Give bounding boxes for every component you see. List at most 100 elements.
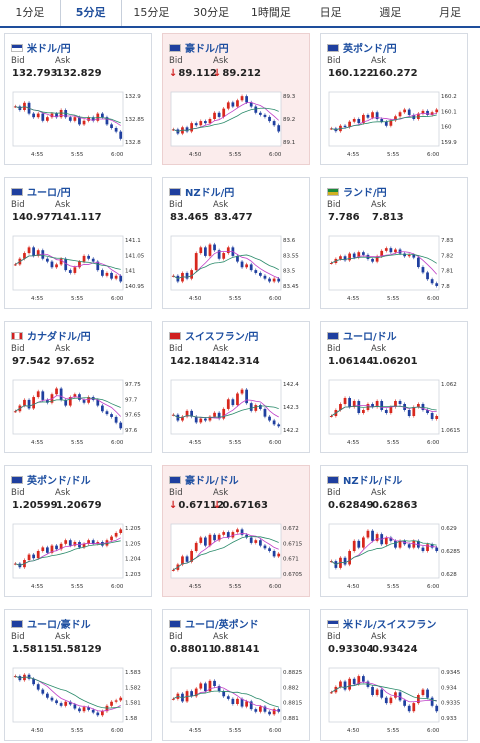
rate-card[interactable]: 米ドル/円 Bid Ask 132.793 132.829 132.9 132.8… xyxy=(4,33,152,165)
y-tick-label: 0.934 xyxy=(441,685,457,691)
candle-body xyxy=(194,688,198,697)
candle-body xyxy=(59,543,63,550)
candle-body xyxy=(339,557,342,568)
y-tick-label: 1.582 xyxy=(125,685,141,691)
candle-body xyxy=(268,416,271,421)
candle-body xyxy=(254,540,258,543)
rate-card[interactable]: スイスフラン/円 Bid Ask 142.184 142.314 142.4 14… xyxy=(162,321,310,453)
bid-value: 160.122 xyxy=(328,68,374,79)
tab-3[interactable]: 30分足 xyxy=(181,0,241,26)
ask-label: Ask xyxy=(55,488,71,498)
ask-label: Ask xyxy=(213,56,229,66)
candle-body xyxy=(352,540,356,551)
pair-title[interactable]: ユーロ/英ポンド xyxy=(169,616,259,631)
x-tick-label: 5:55 xyxy=(71,152,84,158)
tab-1[interactable]: 5分足 xyxy=(59,0,122,26)
x-tick-label: 5:55 xyxy=(71,728,84,734)
candle-body xyxy=(82,543,86,548)
tab-4[interactable]: 1時間足 xyxy=(241,0,301,26)
candle-body xyxy=(375,534,379,541)
rate-card[interactable]: ランド/円 Bid Ask 7.786 7.813 7.83 7.82 7.81 7.… xyxy=(320,177,468,309)
candle-body xyxy=(236,393,239,406)
flag-icon xyxy=(11,475,23,484)
pair-title[interactable]: カナダドル/円 xyxy=(11,328,91,343)
pair-name: カナダドル/円 xyxy=(27,332,91,343)
plot-area xyxy=(170,667,282,723)
pair-title[interactable]: 豪ドル/円 xyxy=(169,40,229,55)
pair-title[interactable]: 英ポンド/円 xyxy=(327,40,397,55)
candle-body xyxy=(226,102,230,109)
tab-7[interactable]: 月足 xyxy=(420,0,480,26)
candle-body xyxy=(110,414,113,417)
y-tick-label: 132.8 xyxy=(125,140,141,146)
candle-body xyxy=(208,119,212,124)
candle-body xyxy=(204,683,207,692)
pair-title[interactable]: スイスフラン/円 xyxy=(169,328,258,343)
tab-2[interactable]: 15分足 xyxy=(121,0,182,26)
candle-body xyxy=(352,401,356,407)
y-tick-label: 83.6 xyxy=(283,238,296,244)
candle-body xyxy=(375,112,379,119)
bid-value: 1.06144 xyxy=(328,356,374,367)
candle-body xyxy=(68,117,72,121)
pair-title[interactable]: ユーロ/円 xyxy=(11,184,71,199)
plot-area xyxy=(328,235,440,291)
tab-0[interactable]: 1分足 xyxy=(0,0,60,26)
pair-title[interactable]: NZドル/ドル xyxy=(327,472,402,487)
candle-body xyxy=(222,408,226,419)
pair-name: 英ポンド/円 xyxy=(343,44,397,55)
pair-title[interactable]: NZドル/円 xyxy=(169,184,234,199)
candle-body xyxy=(194,416,198,423)
price-chart: 1.205 1.205 1.204 1.203 4:55 5:55 6:00 xyxy=(12,523,141,590)
candle-body xyxy=(236,698,239,704)
ask-value: 1.06201 xyxy=(372,356,418,367)
rate-card[interactable]: 米ドル/スイスフラン Bid Ask 0.93304 0.93424 0.934… xyxy=(320,609,468,741)
x-tick-label: 6:00 xyxy=(427,440,440,446)
pair-title[interactable]: 米ドル/円 xyxy=(11,40,71,55)
y-tick-label: 1.581 xyxy=(125,701,141,707)
ma-line-long xyxy=(331,405,437,417)
rate-card[interactable]: 英ポンド/円 Bid Ask 160.122 160.272 160.2 160.… xyxy=(320,33,468,165)
rate-card[interactable]: 豪ドル/ドル Bid Ask ↓0.67112 ↓0.67163 0.672 0.… xyxy=(162,465,310,597)
candle-body xyxy=(371,258,374,262)
candle-body xyxy=(249,102,253,107)
x-tick-label: 5:55 xyxy=(229,584,242,590)
candle-body xyxy=(114,533,118,537)
candle-body xyxy=(101,270,104,276)
pair-title[interactable]: 英ポンド/ドル xyxy=(11,472,91,487)
rate-card[interactable]: NZドル/円 Bid Ask 83.465 83.477 83.6 83.55 83… xyxy=(162,177,310,309)
x-tick-label: 5:55 xyxy=(387,728,400,734)
pair-title[interactable]: ユーロ/ドル xyxy=(327,328,397,343)
pair-title[interactable]: ランド/円 xyxy=(327,184,387,199)
candle-body xyxy=(339,256,342,259)
candle-body xyxy=(407,109,411,115)
rate-card[interactable]: ユーロ/円 Bid Ask 140.977 141.117 141.1 141.0… xyxy=(4,177,152,309)
candle-body xyxy=(268,278,271,282)
rate-card[interactable]: ユーロ/英ポンド Bid Ask 0.88011 0.88141 0.8825 0… xyxy=(162,609,310,741)
rate-card[interactable]: 豪ドル/円 Bid Ask ↓89.112 ↓89.212 89.3 89.2 89… xyxy=(162,33,310,165)
y-tick-label: 1.205 xyxy=(125,541,141,547)
rate-card[interactable]: ユーロ/豪ドル Bid Ask 1.58115 1.58129 1.583 1.5… xyxy=(4,609,152,741)
bid-value: 83.465 xyxy=(170,212,209,223)
ask-label: Ask xyxy=(213,200,229,210)
pair-title[interactable]: 豪ドル/ドル xyxy=(169,472,239,487)
rate-card[interactable]: カナダドル/円 Bid Ask 97.542 97.652 97.75 97.7 9… xyxy=(4,321,152,453)
pair-title[interactable]: ユーロ/豪ドル xyxy=(11,616,91,631)
pair-title[interactable]: 米ドル/スイスフラン xyxy=(327,616,436,631)
bid-label: Bid xyxy=(11,488,25,498)
candle-body xyxy=(421,267,425,273)
tab-5[interactable]: 日足 xyxy=(300,0,361,26)
candle-body xyxy=(371,404,374,407)
rate-card[interactable]: 英ポンド/ドル Bid Ask 1.20599 1.20679 1.205 1.2… xyxy=(4,465,152,597)
candle-body xyxy=(41,689,45,694)
candle-body xyxy=(272,420,276,425)
y-tick-label: 7.82 xyxy=(441,253,453,259)
rate-card[interactable]: ユーロ/ドル Bid Ask 1.06144 1.06201 1.062 1.06… xyxy=(320,321,468,453)
candle-body xyxy=(55,113,58,118)
candle-body xyxy=(78,117,81,125)
tab-6[interactable]: 週足 xyxy=(360,0,421,26)
candle-body xyxy=(181,416,184,421)
candle-body xyxy=(217,534,221,541)
x-tick-label: 4:50 xyxy=(347,728,360,734)
rate-card[interactable]: NZドル/ドル Bid Ask 0.62849 0.62863 0.629 0.6… xyxy=(320,465,468,597)
